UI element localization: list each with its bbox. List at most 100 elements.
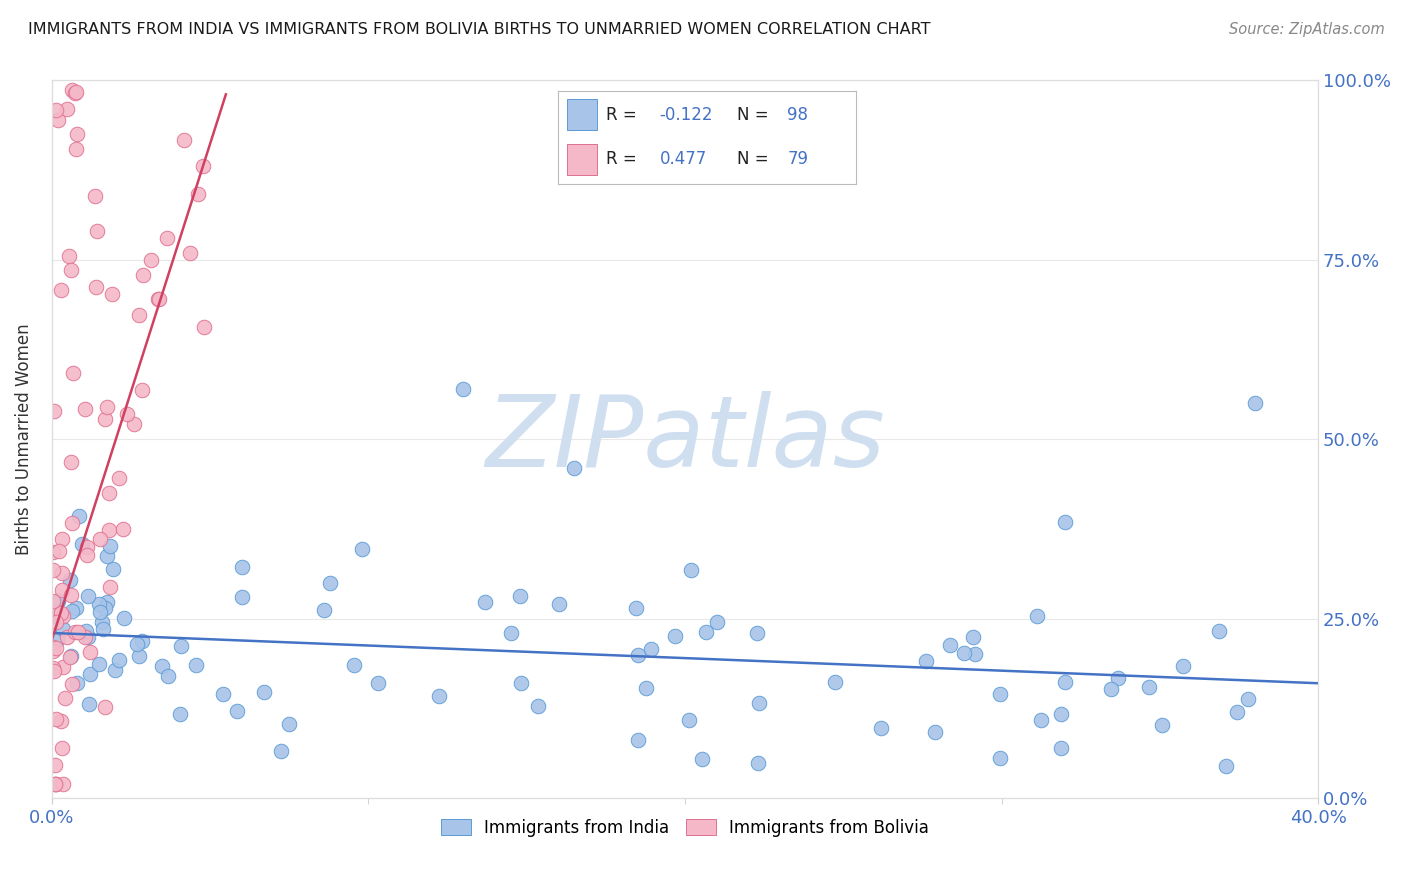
Point: [52, 777, 75, 791]
Point: [59, 574, 82, 588]
Point: [1050, 741, 1073, 756]
Point: [939, 639, 962, 653]
Point: [45, 712, 67, 726]
Point: [59, 649, 82, 664]
Point: [46, 593, 69, 607]
Point: [270, 744, 292, 758]
Point: [924, 725, 946, 739]
Point: [169, 639, 191, 653]
Point: [627, 648, 650, 662]
Point: [98, 580, 121, 594]
Point: [93, 699, 115, 714]
Point: [86, 224, 108, 238]
Point: [1053, 515, 1076, 529]
Point: [41, 606, 63, 620]
Point: [501, 625, 523, 640]
Y-axis label: Births to Unmarried Women: Births to Unmarried Women: [15, 323, 32, 555]
Point: [962, 630, 984, 644]
Point: [63, 86, 86, 100]
Point: [44, 777, 66, 791]
Point: [179, 246, 201, 260]
Point: [312, 603, 335, 617]
Point: [212, 687, 235, 701]
Point: [42, 609, 65, 624]
Point: [96, 595, 118, 609]
Point: [1099, 681, 1122, 696]
Point: [48, 543, 70, 558]
Point: [55, 103, 77, 117]
Point: [93, 412, 115, 426]
Point: [77, 589, 100, 603]
Point: [1150, 717, 1173, 731]
Point: [66, 127, 89, 141]
Point: [664, 629, 686, 643]
Point: [108, 653, 131, 667]
Point: [76, 630, 98, 644]
Point: [156, 231, 179, 245]
Point: [562, 460, 585, 475]
Text: ZIPatlas: ZIPatlas: [485, 391, 884, 488]
Point: [104, 663, 127, 677]
Point: [42, 661, 65, 675]
Point: [474, 595, 496, 609]
Point: [169, 706, 191, 721]
Point: [319, 575, 342, 590]
Point: [97, 523, 120, 537]
Point: [84, 188, 107, 202]
Point: [965, 647, 987, 661]
Point: [44, 403, 66, 417]
Point: [193, 320, 215, 334]
Point: [77, 698, 100, 712]
Point: [128, 648, 150, 663]
Point: [66, 676, 89, 690]
Point: [46, 113, 69, 128]
Point: [42, 643, 65, 657]
Point: [100, 540, 122, 554]
Point: [953, 646, 976, 660]
Point: [748, 696, 770, 710]
Point: [141, 253, 163, 268]
Point: [128, 308, 150, 322]
Point: [706, 615, 728, 629]
Point: [1243, 396, 1265, 410]
Point: [70, 536, 93, 550]
Point: [44, 757, 66, 772]
Point: [747, 626, 769, 640]
Point: [101, 287, 124, 301]
Point: [173, 133, 195, 147]
Point: [59, 455, 82, 469]
Point: [112, 611, 135, 625]
Point: [97, 485, 120, 500]
Point: [45, 777, 67, 791]
Point: [988, 687, 1011, 701]
Point: [42, 544, 65, 558]
Point: [509, 590, 531, 604]
Point: [89, 605, 111, 619]
Point: [131, 633, 153, 648]
Point: [59, 262, 82, 277]
Point: [90, 615, 112, 630]
Point: [122, 417, 145, 431]
Point: [65, 142, 87, 156]
Point: [231, 560, 253, 574]
Point: [62, 366, 84, 380]
Point: [681, 563, 703, 577]
Point: [1029, 713, 1052, 727]
Point: [509, 676, 531, 690]
Point: [915, 654, 938, 668]
Point: [76, 549, 98, 563]
Point: [678, 713, 700, 727]
Point: [824, 675, 846, 690]
Point: [367, 675, 389, 690]
Point: [73, 402, 96, 417]
Point: [627, 733, 650, 747]
Point: [89, 597, 111, 611]
Point: [187, 186, 209, 201]
Legend: Immigrants from India, Immigrants from Bolivia: Immigrants from India, Immigrants from B…: [434, 813, 936, 844]
Point: [1236, 692, 1258, 706]
Point: [695, 625, 717, 640]
Point: [96, 400, 118, 414]
Point: [42, 640, 65, 654]
Point: [226, 704, 249, 718]
Point: [44, 664, 66, 678]
